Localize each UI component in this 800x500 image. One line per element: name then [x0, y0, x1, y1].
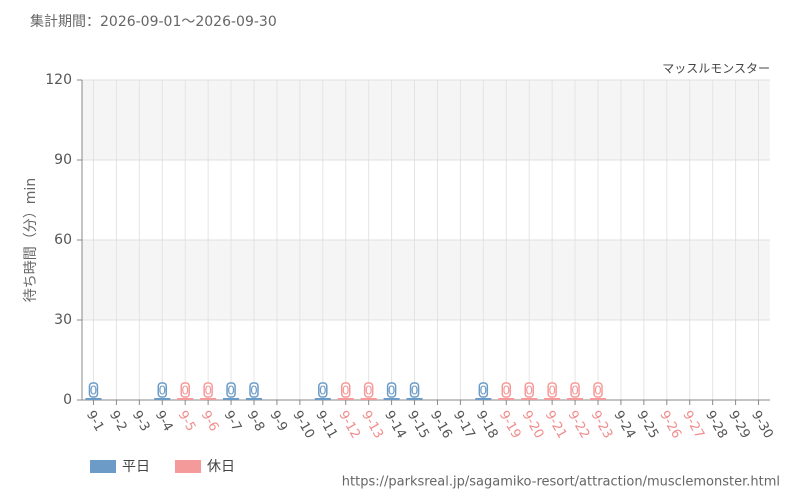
bar — [383, 398, 400, 400]
x-tick-label: 9-29 — [725, 408, 753, 441]
bar — [544, 398, 561, 400]
source-url: https://parksreal.jp/sagamiko-resort/att… — [342, 475, 780, 490]
x-tick-label: 9-21 — [542, 408, 570, 441]
x-tick-label: 9-18 — [473, 408, 501, 441]
bar — [223, 398, 240, 400]
bar — [589, 398, 607, 400]
bar — [337, 398, 354, 400]
value-label: 0 — [411, 384, 419, 398]
y-tick-label: 60 — [54, 232, 72, 248]
legend-swatch — [90, 460, 116, 473]
x-tick-label: 9-10 — [289, 408, 317, 441]
value-label: 0 — [204, 384, 212, 398]
bar — [154, 398, 171, 400]
value-label-box — [386, 382, 397, 398]
value-label: 0 — [388, 384, 396, 398]
y-tick-label: 90 — [54, 152, 72, 168]
bar — [85, 398, 102, 400]
value-label-box — [88, 382, 99, 398]
value-label-box — [570, 382, 580, 398]
value-label: 0 — [502, 384, 510, 398]
bar — [521, 398, 538, 400]
x-tick-label: 9-5 — [175, 408, 199, 434]
value-label-box — [180, 382, 190, 398]
x-tick-label: 9-3 — [129, 408, 153, 434]
y-tick-label: 0 — [63, 392, 72, 408]
bar — [567, 398, 584, 400]
value-label-box — [524, 382, 534, 398]
value-label-box — [226, 382, 236, 398]
value-label: 0 — [594, 384, 602, 398]
value-label: 0 — [548, 384, 556, 398]
value-label-box — [478, 382, 489, 398]
value-label: 0 — [227, 384, 235, 398]
x-tick-label: 9-23 — [588, 408, 616, 441]
bar — [360, 398, 377, 400]
value-label: 0 — [480, 384, 488, 398]
x-tick-label: 9-22 — [565, 408, 593, 441]
value-label: 0 — [158, 384, 166, 398]
value-label-box — [547, 382, 557, 398]
value-label-box — [363, 382, 374, 398]
bar — [200, 398, 217, 400]
bar — [177, 398, 194, 400]
value-label: 0 — [571, 384, 579, 398]
chart-title: 集計期間：2026-09-01～2026-09-30 — [30, 13, 277, 30]
value-label: 0 — [342, 384, 350, 398]
value-label-box — [249, 382, 259, 398]
grid-band — [82, 240, 770, 320]
value-label-box — [501, 382, 512, 398]
legend-label: 休日 — [207, 459, 235, 475]
x-tick-label: 9-15 — [404, 408, 432, 441]
x-tick-label: 9-28 — [702, 408, 730, 441]
y-axis-label: 待ち時間（分）min — [23, 178, 39, 302]
legend-swatch — [175, 460, 201, 473]
x-tick-label: 9-30 — [748, 408, 776, 441]
value-label: 0 — [181, 384, 189, 398]
y-tick-label: 30 — [54, 312, 72, 328]
x-tick-label: 9-17 — [450, 408, 478, 441]
value-label-box — [340, 382, 351, 398]
bar — [475, 398, 492, 400]
x-tick-label: 9-4 — [152, 408, 176, 434]
x-tick-label: 9-20 — [519, 408, 547, 441]
value-label: 0 — [90, 384, 98, 398]
grid-band — [82, 80, 770, 160]
x-tick-label: 9-19 — [496, 408, 524, 441]
x-tick-label: 9-13 — [358, 408, 386, 441]
x-tick-label: 9-6 — [198, 408, 222, 434]
x-tick-label: 9-26 — [656, 408, 684, 441]
value-label-box — [203, 382, 213, 398]
bar — [245, 398, 263, 400]
value-label: 0 — [525, 384, 533, 398]
legend-label: 平日 — [122, 459, 150, 475]
value-label-box — [157, 382, 168, 398]
value-label: 0 — [365, 384, 373, 398]
x-tick-label: 9-9 — [266, 408, 290, 434]
x-tick-label: 9-12 — [335, 408, 363, 441]
value-label-box — [593, 382, 603, 398]
x-tick-label: 9-2 — [106, 408, 130, 434]
value-label: 0 — [319, 384, 327, 398]
value-label-box — [409, 382, 420, 398]
x-tick-label: 9-16 — [427, 408, 455, 441]
bar — [314, 398, 331, 400]
value-label: 0 — [250, 384, 258, 398]
chart-subtitle: マッスルモンスター — [662, 62, 770, 76]
x-tick-label: 9-14 — [381, 408, 409, 441]
y-tick-label: 120 — [45, 72, 72, 88]
bar — [406, 398, 423, 400]
x-tick-label: 9-25 — [633, 408, 661, 441]
x-tick-label: 9-27 — [679, 408, 707, 441]
x-tick-label: 9-1 — [83, 408, 107, 434]
x-tick-label: 9-8 — [244, 408, 268, 434]
x-tick-label: 9-24 — [610, 408, 638, 441]
x-tick-label: 9-7 — [221, 408, 245, 434]
x-tick-label: 9-11 — [312, 408, 340, 441]
bar — [498, 398, 515, 400]
value-label-box — [318, 382, 328, 398]
